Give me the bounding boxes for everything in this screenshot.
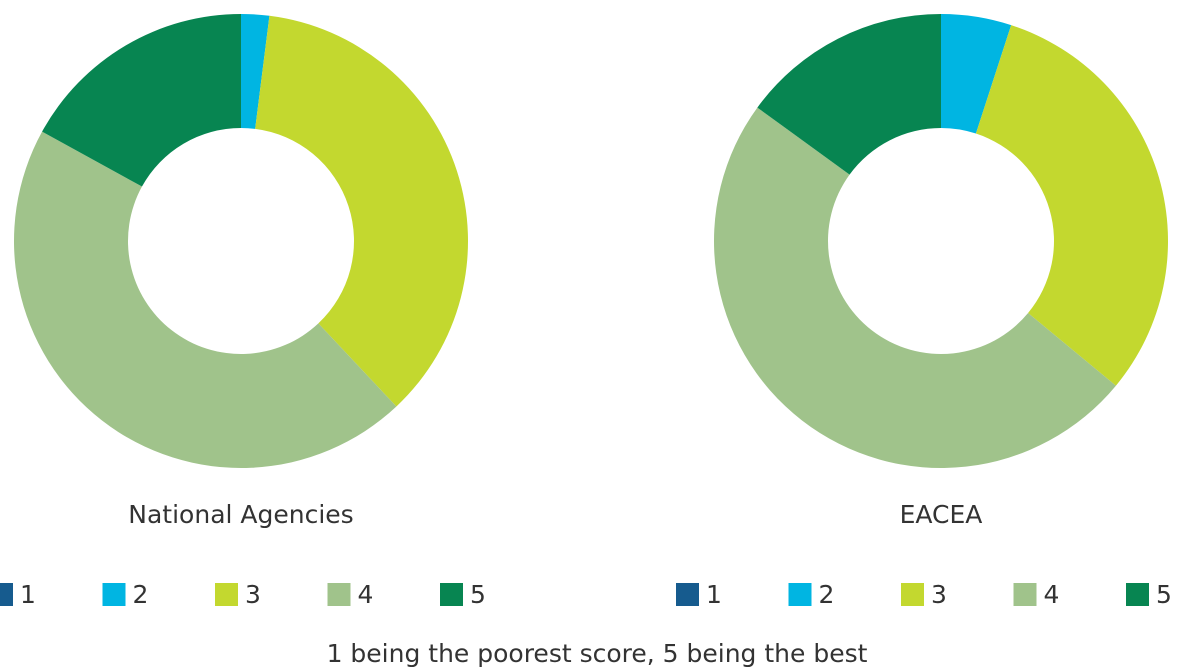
donut-slice [241, 14, 270, 129]
legend-label: 5 [1156, 580, 1172, 609]
legend-swatch [327, 583, 351, 606]
donut-slice [975, 25, 1168, 386]
legend-swatch [788, 583, 812, 606]
donut-slice [757, 14, 941, 175]
legend-label: 1 [20, 580, 36, 609]
legend-label: 5 [470, 580, 486, 609]
legend-swatch [440, 583, 463, 606]
legend-label: 2 [819, 580, 835, 609]
legend-swatch [1126, 583, 1149, 606]
legend-swatch [1013, 583, 1037, 606]
legend-label: 1 [706, 580, 722, 609]
legend-swatch [676, 583, 699, 606]
legend-swatch [0, 583, 13, 606]
legend-label: 3 [245, 580, 261, 609]
chart-title: EACEA [900, 500, 983, 529]
legend-swatch [102, 583, 126, 606]
donut-slice [42, 14, 241, 187]
legend-label: 2 [133, 580, 149, 609]
donut-slice [14, 131, 397, 468]
legend-label: 4 [1044, 580, 1060, 609]
legend-swatch [215, 583, 238, 606]
donut-slice [714, 107, 1116, 468]
note: 1 being the poorest score, 5 being the b… [327, 639, 868, 667]
donut-slice [255, 15, 468, 407]
chart-title: National Agencies [128, 500, 353, 529]
legend-label: 4 [358, 580, 374, 609]
legend-swatch [901, 583, 924, 606]
legend-label: 3 [931, 580, 947, 609]
donut-slice [941, 14, 1012, 134]
